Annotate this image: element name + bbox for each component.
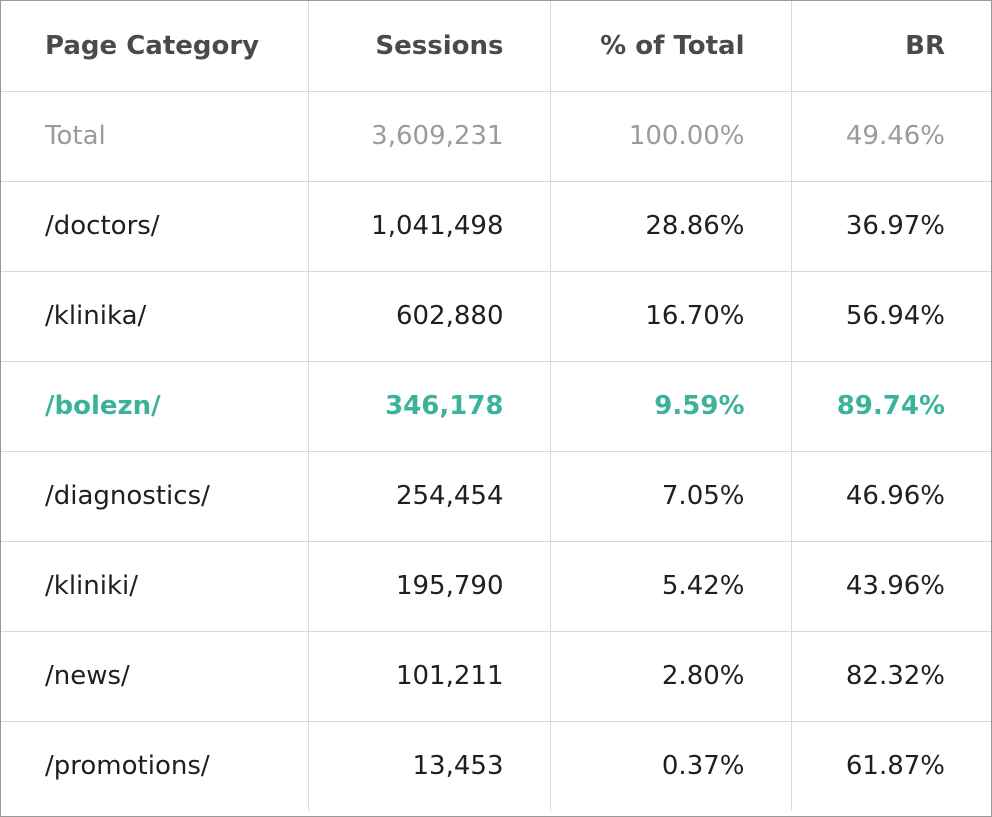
header-pct-total: % of Total — [550, 1, 792, 92]
row-category: /promotions/ — [1, 721, 309, 811]
table-row: /doctors/ 1,041,498 28.86% 36.97% — [1, 181, 991, 272]
row-category: /news/ — [1, 631, 309, 722]
row-pct-total: 2.80% — [550, 631, 792, 722]
row-br: 43.96% — [791, 541, 991, 632]
row-pct-total: 28.86% — [550, 181, 792, 272]
row-sessions: 346,178 — [308, 361, 551, 452]
row-sessions: 195,790 — [308, 541, 551, 632]
row-br: 56.94% — [791, 271, 991, 362]
row-br: 36.97% — [791, 181, 991, 272]
row-pct-total: 5.42% — [550, 541, 792, 632]
row-br: 82.32% — [791, 631, 991, 722]
row-pct-total: 16.70% — [550, 271, 792, 362]
header-br: BR — [791, 1, 991, 92]
header-sessions: Sessions — [308, 1, 551, 92]
row-sessions: 101,211 — [308, 631, 551, 722]
table-row: /news/ 101,211 2.80% 82.32% — [1, 631, 991, 722]
header-row: Page Category Sessions % of Total BR — [1, 1, 991, 92]
row-sessions: 602,880 — [308, 271, 551, 362]
row-pct-total: 7.05% — [550, 451, 792, 542]
row-category: /doctors/ — [1, 181, 309, 272]
row-sessions: 13,453 — [308, 721, 551, 811]
row-category: /bolezn/ — [1, 361, 309, 452]
total-category: Total — [1, 91, 309, 182]
row-pct-total: 9.59% — [550, 361, 792, 452]
row-sessions: 254,454 — [308, 451, 551, 542]
total-pct-total: 100.00% — [550, 91, 792, 182]
row-category: /diagnostics/ — [1, 451, 309, 542]
row-br: 89.74% — [791, 361, 991, 452]
row-br: 46.96% — [791, 451, 991, 542]
row-sessions: 1,041,498 — [308, 181, 551, 272]
table-row-highlighted: /bolezn/ 346,178 9.59% 89.74% — [1, 361, 991, 452]
table-row: /diagnostics/ 254,454 7.05% 46.96% — [1, 451, 991, 542]
row-br: 61.87% — [845, 751, 945, 782]
table-row: /promotions/ 13,453 0.37% 61.87% — [1, 721, 991, 811]
row-pct-total: 0.37% — [550, 721, 792, 811]
row-category: /klinika/ — [1, 271, 309, 362]
total-sessions: 3,609,231 — [308, 91, 551, 182]
table-row: /klinika/ 602,880 16.70% 56.94% — [1, 271, 991, 362]
table-row: /kliniki/ 195,790 5.42% 43.96% — [1, 541, 991, 632]
total-br: 49.46% — [791, 91, 991, 182]
row-category: /kliniki/ — [1, 541, 309, 632]
header-page-category: Page Category — [1, 1, 309, 92]
total-row: Total 3,609,231 100.00% 49.46% — [1, 91, 991, 182]
